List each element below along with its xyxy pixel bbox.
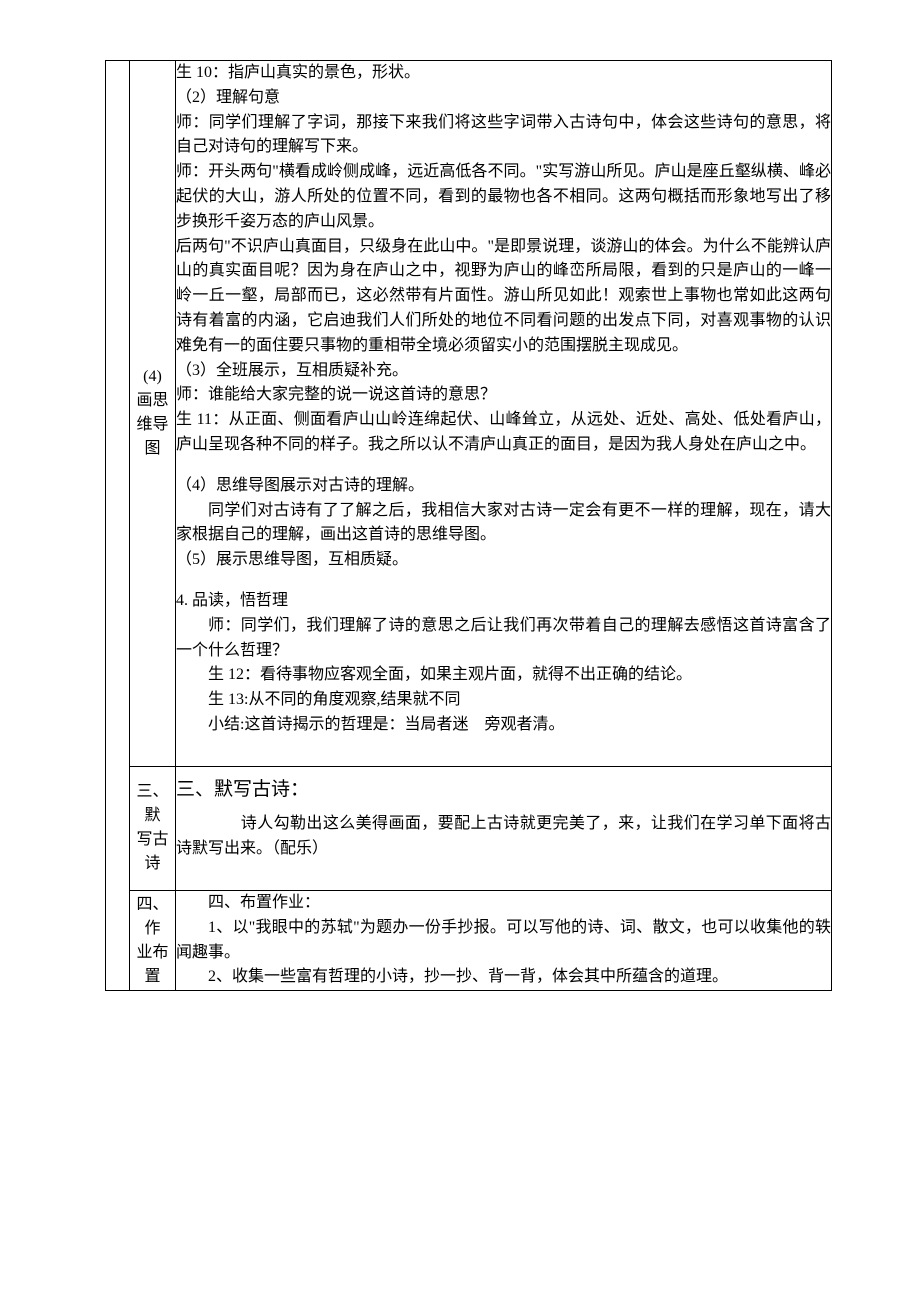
label-line: 四、作 [130, 893, 175, 941]
para: 后两句"不识庐山真面目，只级身在此山中。"是即景说理，谈游山的体会。为什么不能辨… [176, 235, 831, 359]
label-line: 诗 [130, 852, 175, 876]
table-row: (4) 画思 维导 图 生 10：指庐山真实的景色，形状。 （2）理解句意 师：… [106, 61, 832, 767]
para: 生 12：看待事物应客观全面，如果主观片面，就得不出正确的结论。 [176, 663, 831, 688]
gutter-cell [106, 61, 130, 991]
label-line: 业布 [130, 941, 175, 965]
para: 4. 品读，悟哲理 [176, 589, 831, 614]
para: 师：同学们，我们理解了诗的意思之后让我们再次带着自己的理解去感悟这首诗富含了一个… [176, 614, 831, 664]
row-label-mindmap: (4) 画思 维导 图 [130, 61, 176, 767]
row-label-homework: 四、作 业布 置 [130, 890, 176, 990]
row-label-dictation: 三、默 写古 诗 [130, 766, 176, 890]
label-line: 三、默 [130, 780, 175, 828]
para: （3）全班展示，互相质疑补充。 [176, 359, 831, 384]
para: 师：同学们理解了字词，那接下来我们将这些字词带入古诗句中，体会这些诗句的意思，将… [176, 111, 831, 161]
lesson-plan-table: (4) 画思 维导 图 生 10：指庐山真实的景色，形状。 （2）理解句意 师：… [105, 60, 832, 991]
label-line: 画思 [130, 389, 175, 413]
para: 诗人勾勒出这么美得画面，要配上古诗就更完美了，来，让我们在学习单下面将古诗默写出… [176, 812, 831, 862]
section-heading: 三、默写古诗： [176, 767, 831, 813]
content-cell-1: 生 10：指庐山真实的景色，形状。 （2）理解句意 师：同学们理解了字词，那接下… [176, 61, 832, 767]
content-cell-3: 四、布置作业： 1、以"我眼中的苏轼"为题办一份手抄报。可以写他的诗、词、散文，… [176, 890, 832, 990]
para: 2、收集一些富有哲理的小诗，抄一抄、背一背，体会其中所蕴含的道理。 [176, 965, 831, 990]
label-line: 置 [130, 965, 175, 989]
label-line: (4) [130, 365, 175, 389]
para: （5）展示思维导图，互相质疑。 [176, 548, 831, 573]
para: （2）理解句意 [176, 86, 831, 111]
para: 师：谁能给大家完整的说一说这首诗的意思？ [176, 383, 831, 408]
para: 生 10：指庐山真实的景色，形状。 [176, 61, 831, 86]
para: 四、布置作业： [176, 891, 831, 916]
para: 同学们对古诗有了了解之后，我相信大家对古诗一定会有更不一样的理解，现在，请大家根… [176, 499, 831, 549]
para: 1、以"我眼中的苏轼"为题办一份手抄报。可以写他的诗、词、散文，也可以收集他的轶… [176, 916, 831, 966]
para: 师：开头两句"横看成岭侧成峰，远近高低各不同。"实写游山所见。庐山是座丘壑纵横、… [176, 160, 831, 234]
para: （4）思维导图展示对古诗的理解。 [176, 474, 831, 499]
label-line: 写古 [130, 828, 175, 852]
table-row: 四、作 业布 置 四、布置作业： 1、以"我眼中的苏轼"为题办一份手抄报。可以写… [106, 890, 832, 990]
para: 生 13:从不同的角度观察,结果就不同 [176, 688, 831, 713]
label-line: 图 [130, 437, 175, 461]
content-cell-2: 三、默写古诗： 诗人勾勒出这么美得画面，要配上古诗就更完美了，来，让我们在学习单… [176, 766, 832, 890]
table-row: 三、默 写古 诗 三、默写古诗： 诗人勾勒出这么美得画面，要配上古诗就更完美了，… [106, 766, 832, 890]
para: 小结:这首诗揭示的哲理是：当局者迷 旁观者清。 [176, 713, 831, 738]
para: 生 11：从正面、侧面看庐山山岭连绵起伏、山峰耸立，从远处、近处、高处、低处看庐… [176, 408, 831, 458]
label-line: 维导 [130, 413, 175, 437]
